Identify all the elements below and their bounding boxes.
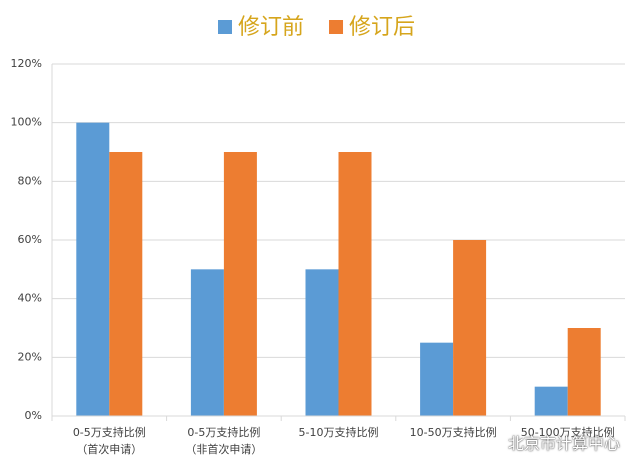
y-tick-label: 80% [18,174,42,187]
bar [420,342,454,416]
x-tick-label: 0-5万支持比例 （首次申请） [72,426,146,456]
bar [338,152,372,416]
bar [567,328,601,416]
x-tick-label: 0-5万支持比例 （非首次申请） [185,426,263,456]
legend-label: 修订前 [238,15,304,40]
legend-swatch [329,20,344,34]
bar [109,152,143,416]
y-tick-label: 40% [18,292,42,305]
y-tick-label: 100% [11,116,42,129]
y-tick-label: 60% [18,233,42,246]
x-tick-label: 10-50万支持比例 [409,426,497,439]
watermark: 北京市计算中心 [508,434,621,453]
legend-swatch [218,20,232,34]
bar [223,152,257,416]
y-tick-label: 20% [18,350,42,363]
x-tick-label: 5-10万支持比例 [298,426,379,439]
bar [453,240,487,416]
legend-label: 修订后 [349,15,415,40]
y-tick-label: 0% [25,409,42,422]
y-tick-label: 120% [11,57,42,70]
bar [534,386,568,416]
bar [190,269,224,416]
bar [305,269,339,416]
x-tick-label: 50-100万支持比例 [520,426,615,439]
bar [76,122,110,417]
